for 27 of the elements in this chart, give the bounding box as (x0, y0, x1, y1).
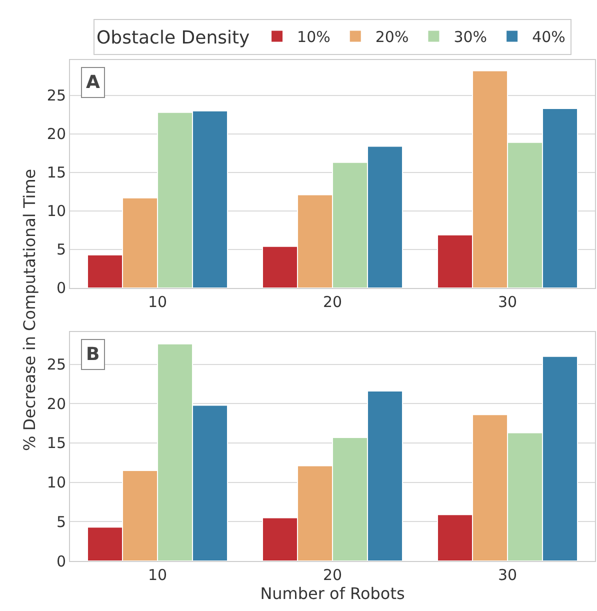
x-tick-label: 20 (322, 566, 342, 584)
y-tick-label: 20 (46, 394, 66, 413)
y-tick-label: 25 (46, 86, 66, 105)
legend-label: 10% (297, 28, 330, 46)
y-tick-label: 0 (56, 279, 66, 298)
y-tick-label: 10 (46, 474, 66, 492)
legend-title: Obstacle Density (96, 27, 250, 48)
x-axis-title: Number of Robots (260, 584, 405, 603)
annotation: B (86, 344, 100, 365)
annotation: A (86, 72, 100, 93)
y-tick-label: 5 (56, 512, 66, 531)
y-tick-label: 20 (46, 125, 66, 144)
legend-label: 30% (454, 28, 488, 46)
x-tick-label: 20 (322, 292, 342, 311)
legend-label: 20% (375, 28, 409, 46)
x-tick-label: 30 (498, 292, 518, 311)
y-tick-label: 15 (46, 164, 66, 182)
y-tick-label: 25 (46, 356, 66, 374)
x-tick-label: 10 (148, 292, 168, 311)
legend-label: 40% (532, 28, 566, 46)
y-tick-label: 5 (56, 240, 66, 259)
y-tick-label: 15 (46, 434, 66, 452)
y-tick-label: 0 (56, 552, 66, 570)
x-tick-label: 10 (148, 566, 168, 584)
x-tick-label: 30 (498, 566, 518, 584)
y-tick-label: 10 (46, 202, 66, 220)
y-axis-title: % Decrease in Computational Time (20, 168, 39, 451)
